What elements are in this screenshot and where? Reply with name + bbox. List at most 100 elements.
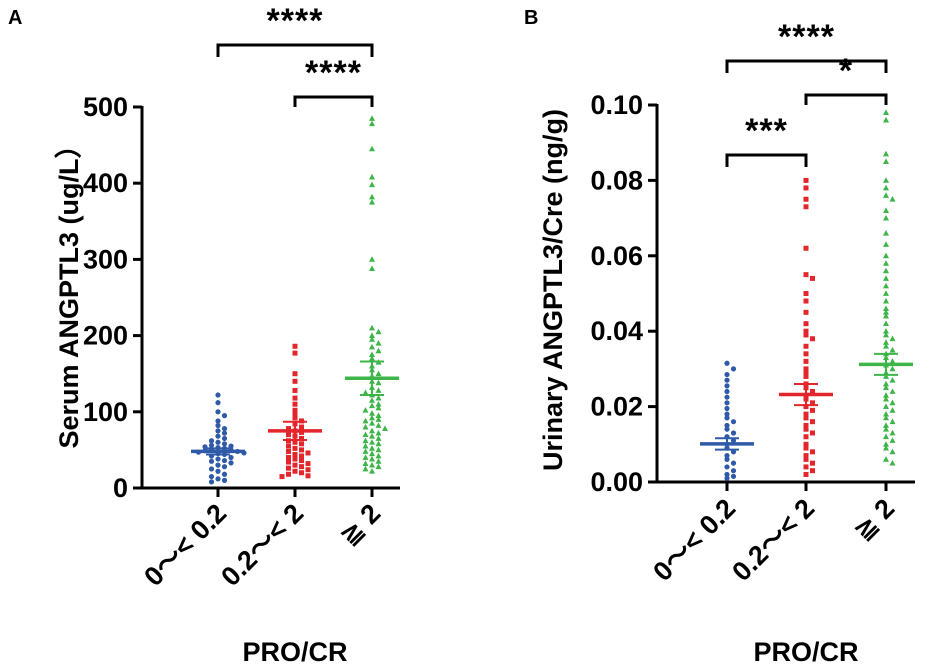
data-point xyxy=(369,439,375,445)
significance-label: **** xyxy=(305,54,362,92)
data-point xyxy=(375,412,382,419)
data-point xyxy=(221,457,228,464)
data-point xyxy=(382,425,388,431)
significance-bracket xyxy=(725,59,888,73)
data-point xyxy=(883,414,889,421)
data-point xyxy=(803,415,809,421)
data-point xyxy=(724,360,730,366)
data-point xyxy=(369,351,375,358)
significance-bracket xyxy=(804,93,888,105)
data-point xyxy=(208,479,215,485)
data-point xyxy=(724,388,730,395)
data-point xyxy=(215,400,221,406)
data-point xyxy=(889,365,896,372)
data-point xyxy=(889,346,896,353)
data-point xyxy=(286,455,291,461)
data-point xyxy=(215,428,221,434)
data-point xyxy=(810,449,815,455)
data-point xyxy=(724,411,730,417)
data-point xyxy=(810,389,815,395)
data-point xyxy=(803,441,809,447)
data-point xyxy=(810,400,815,406)
data-point xyxy=(724,394,730,400)
data-point xyxy=(369,468,375,474)
data-point xyxy=(883,312,889,319)
data-point xyxy=(292,456,298,462)
data-point xyxy=(883,150,889,157)
data-point xyxy=(292,415,298,421)
data-point xyxy=(286,426,291,432)
data-point xyxy=(369,461,375,468)
panel-b-letter: B xyxy=(524,7,538,29)
panel-b-xlabel: PRO/CR xyxy=(753,637,858,666)
data-point xyxy=(889,407,896,413)
data-point xyxy=(369,432,375,439)
data-point xyxy=(883,384,889,391)
data-point xyxy=(375,394,382,401)
data-point xyxy=(375,416,382,422)
data-point xyxy=(375,422,382,428)
data-point xyxy=(883,290,889,296)
data-point xyxy=(221,471,228,477)
significance-label: * xyxy=(839,52,853,90)
data-point xyxy=(883,392,889,398)
data-point xyxy=(221,435,228,442)
data-point xyxy=(803,456,809,462)
data-point xyxy=(375,379,382,386)
data-point xyxy=(889,437,896,443)
data-point xyxy=(286,443,291,449)
data-point xyxy=(883,380,889,387)
data-point xyxy=(208,458,215,464)
data-point xyxy=(299,424,304,430)
data-point xyxy=(889,335,896,342)
data-point xyxy=(883,426,889,432)
data-point xyxy=(803,291,809,296)
data-point xyxy=(369,324,375,331)
data-point xyxy=(375,463,382,470)
panel-b-ylabel: Urinary ANGPTL3/Cre (ng/g) xyxy=(538,109,568,471)
data-point xyxy=(883,275,889,281)
x-category-label: ≧ 2 xyxy=(333,498,386,551)
data-point xyxy=(292,407,298,413)
data-point xyxy=(724,471,730,478)
data-point xyxy=(889,448,896,455)
x-category-label: 0～< 0.2 xyxy=(138,498,232,592)
data-point xyxy=(375,435,382,441)
data-point xyxy=(299,435,304,441)
data-point xyxy=(730,473,737,479)
data-point xyxy=(883,109,889,115)
data-point xyxy=(810,460,815,466)
data-point xyxy=(883,260,889,266)
data-point xyxy=(889,196,896,202)
data-point xyxy=(724,377,730,383)
data-point xyxy=(810,468,815,474)
data-point xyxy=(369,450,375,457)
data-point xyxy=(803,272,809,278)
data-point xyxy=(724,400,730,406)
x-category-label: 0～< 0.2 xyxy=(647,493,741,587)
data-point xyxy=(305,467,311,473)
data-point xyxy=(883,252,889,259)
data-point xyxy=(803,351,809,357)
data-point xyxy=(362,389,369,396)
data-point xyxy=(803,434,809,440)
data-point xyxy=(362,431,369,438)
x-category-label: 0.2～< 2 xyxy=(215,498,309,592)
data-point xyxy=(305,450,311,456)
x-category-label: ≧ 2 xyxy=(847,493,900,546)
data-point xyxy=(889,358,896,364)
data-point xyxy=(286,432,291,438)
data-point xyxy=(889,429,896,436)
data-point xyxy=(803,185,809,191)
data-point xyxy=(369,265,375,271)
data-point xyxy=(803,373,809,379)
panel-a: A Serum ANGPTL3 (ug/L） PRO/CR 0 100 200 300… xyxy=(8,2,400,666)
data-point xyxy=(803,245,809,251)
significance-label: *** xyxy=(745,112,788,150)
data-point xyxy=(883,410,889,417)
data-point xyxy=(286,459,291,465)
data-point xyxy=(292,412,298,418)
data-point xyxy=(883,305,889,311)
